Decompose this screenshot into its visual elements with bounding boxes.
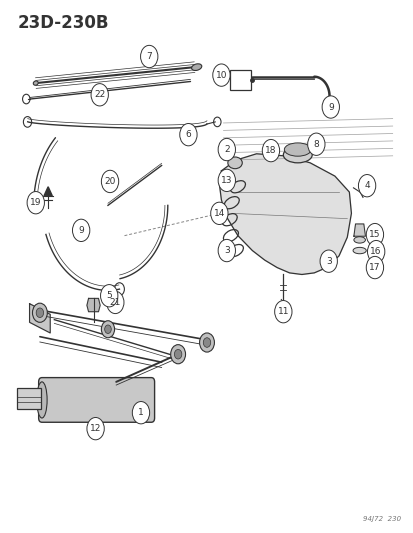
Circle shape (107, 291, 123, 313)
Text: 3: 3 (223, 246, 229, 255)
Ellipse shape (352, 247, 366, 254)
Text: 3: 3 (325, 257, 331, 265)
Polygon shape (219, 154, 351, 274)
Text: 17: 17 (368, 263, 380, 272)
Circle shape (101, 170, 119, 192)
Circle shape (72, 219, 90, 241)
Text: 94J72  230: 94J72 230 (362, 515, 400, 522)
Text: 4: 4 (363, 181, 369, 190)
Text: 1: 1 (138, 408, 143, 417)
Circle shape (140, 45, 157, 68)
Circle shape (174, 350, 181, 359)
Text: 14: 14 (213, 209, 225, 218)
Text: 23D-230B: 23D-230B (17, 14, 109, 32)
Circle shape (262, 140, 279, 162)
Text: 6: 6 (185, 130, 191, 139)
Text: 20: 20 (104, 177, 116, 186)
Text: 7: 7 (146, 52, 152, 61)
Text: 22: 22 (94, 90, 105, 99)
FancyBboxPatch shape (17, 387, 41, 409)
Circle shape (358, 174, 375, 197)
Ellipse shape (191, 64, 201, 70)
Circle shape (32, 303, 47, 322)
Circle shape (100, 285, 118, 307)
Text: 19: 19 (30, 198, 41, 207)
Circle shape (104, 325, 111, 334)
FancyBboxPatch shape (38, 377, 154, 422)
Circle shape (199, 333, 214, 352)
Text: 12: 12 (90, 424, 101, 433)
Text: 11: 11 (277, 307, 288, 316)
Text: 8: 8 (313, 140, 318, 149)
Ellipse shape (353, 237, 365, 243)
Circle shape (36, 308, 43, 318)
Circle shape (274, 301, 291, 323)
Circle shape (87, 417, 104, 440)
Circle shape (307, 133, 324, 156)
Circle shape (91, 84, 108, 106)
Circle shape (212, 64, 230, 86)
Circle shape (218, 239, 235, 262)
Text: 10: 10 (215, 70, 227, 79)
Text: 5: 5 (106, 291, 112, 300)
Text: 18: 18 (265, 146, 276, 155)
Ellipse shape (282, 147, 311, 163)
Circle shape (179, 124, 197, 146)
Ellipse shape (284, 143, 311, 156)
Text: 21: 21 (109, 298, 121, 307)
FancyBboxPatch shape (229, 70, 251, 90)
Circle shape (218, 139, 235, 161)
Circle shape (321, 96, 339, 118)
Circle shape (132, 401, 149, 424)
Circle shape (218, 169, 235, 191)
Polygon shape (353, 224, 365, 236)
Ellipse shape (37, 382, 47, 418)
Text: 9: 9 (78, 226, 84, 235)
Circle shape (366, 223, 383, 246)
Text: 9: 9 (327, 102, 333, 111)
Circle shape (101, 321, 114, 338)
Circle shape (203, 338, 210, 348)
Polygon shape (87, 298, 100, 312)
Circle shape (27, 191, 44, 214)
Text: 13: 13 (221, 176, 232, 185)
Polygon shape (44, 187, 52, 196)
Circle shape (366, 256, 383, 279)
Text: 2: 2 (223, 145, 229, 154)
Ellipse shape (227, 157, 242, 168)
Circle shape (319, 250, 337, 272)
Circle shape (210, 202, 228, 224)
Text: 16: 16 (370, 247, 381, 256)
Ellipse shape (33, 81, 38, 85)
Circle shape (170, 345, 185, 364)
Circle shape (367, 240, 384, 263)
Polygon shape (29, 304, 50, 333)
Text: 15: 15 (368, 230, 380, 239)
